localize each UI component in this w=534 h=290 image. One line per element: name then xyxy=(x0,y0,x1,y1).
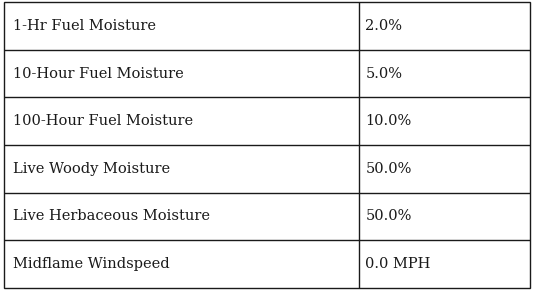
Text: 100-Hour Fuel Moisture: 100-Hour Fuel Moisture xyxy=(13,114,193,128)
Text: 2.0%: 2.0% xyxy=(365,19,402,33)
Text: 10-Hour Fuel Moisture: 10-Hour Fuel Moisture xyxy=(13,67,184,81)
Text: Live Herbaceous Moisture: Live Herbaceous Moisture xyxy=(13,209,210,223)
Text: 1-Hr Fuel Moisture: 1-Hr Fuel Moisture xyxy=(13,19,156,33)
Text: 50.0%: 50.0% xyxy=(365,209,412,223)
Text: 10.0%: 10.0% xyxy=(365,114,412,128)
Text: 50.0%: 50.0% xyxy=(365,162,412,176)
Text: Midflame Windspeed: Midflame Windspeed xyxy=(13,257,169,271)
Text: 5.0%: 5.0% xyxy=(365,67,402,81)
Text: Live Woody Moisture: Live Woody Moisture xyxy=(13,162,170,176)
Text: 0.0 MPH: 0.0 MPH xyxy=(365,257,431,271)
